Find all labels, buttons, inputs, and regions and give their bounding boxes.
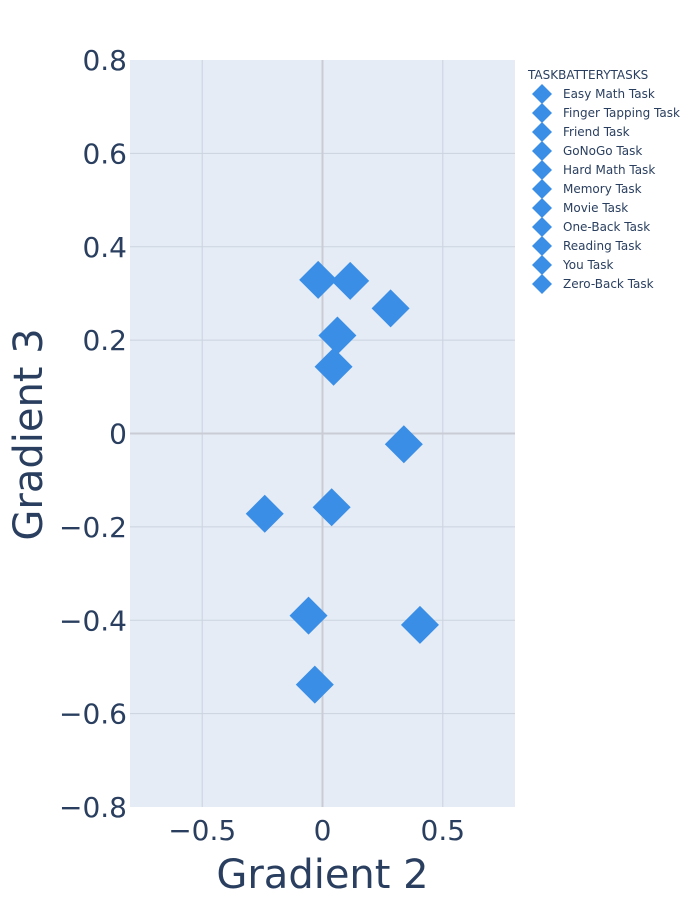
data-point[interactable]	[299, 260, 338, 299]
legend-marker	[532, 198, 552, 218]
legend-label: Easy Math Task	[563, 87, 655, 101]
legend-item[interactable]: Hard Math Task	[532, 160, 655, 180]
y-axis-title: Gradient 3	[6, 328, 52, 540]
y-tick-label: −0.2	[59, 511, 127, 544]
data-point[interactable]	[384, 425, 423, 464]
data-point[interactable]	[371, 289, 410, 328]
y-tick-label: −0.4	[59, 604, 127, 637]
data-point[interactable]	[314, 347, 353, 386]
legend-label: Movie Task	[563, 201, 628, 215]
legend-marker	[532, 179, 552, 199]
y-tick-label: −0.8	[59, 791, 127, 824]
legend-label: You Task	[562, 258, 613, 272]
legend: TASKBATTERYTASKS Easy Math Task Finger Ta…	[527, 68, 680, 294]
legend-marker	[532, 141, 552, 161]
legend-label: Finger Tapping Task	[563, 106, 680, 120]
data-point[interactable]	[245, 494, 284, 533]
legend-marker	[532, 103, 552, 123]
y-tick-label: 0.4	[82, 231, 127, 264]
y-tick-label: 0.2	[82, 324, 127, 357]
legend-item[interactable]: Finger Tapping Task	[532, 103, 680, 123]
legend-marker	[532, 274, 552, 294]
legend-label: Hard Math Task	[563, 163, 655, 177]
legend-label: Memory Task	[563, 182, 642, 196]
legend-label: GoNoGo Task	[563, 144, 642, 158]
data-points	[245, 260, 439, 704]
legend-marker	[532, 217, 552, 237]
data-point[interactable]	[312, 488, 351, 527]
legend-label: Zero-Back Task	[563, 277, 654, 291]
legend-item[interactable]: Memory Task	[532, 179, 642, 199]
legend-item[interactable]: You Task	[532, 255, 613, 275]
legend-marker	[532, 122, 552, 142]
x-tick-label: 0.5	[421, 814, 466, 847]
legend-item[interactable]: Reading Task	[532, 236, 641, 256]
y-tick-label: −0.6	[59, 698, 127, 731]
y-tick-label: 0.8	[82, 44, 127, 77]
legend-label: One-Back Task	[563, 220, 650, 234]
legend-marker	[532, 255, 552, 275]
data-point[interactable]	[318, 316, 357, 355]
y-tick-label: 0	[109, 418, 127, 451]
legend-item[interactable]: One-Back Task	[532, 217, 650, 237]
legend-item[interactable]: Friend Task	[532, 122, 630, 142]
x-tick-labels: −0.5 0 0.5	[168, 814, 465, 847]
legend-item[interactable]: Movie Task	[532, 198, 628, 218]
y-tick-labels: −0.8 −0.6 −0.4 −0.2 0 0.2 0.4 0.6 0.8	[59, 44, 127, 824]
legend-marker	[532, 236, 552, 256]
x-tick-label: 0	[314, 814, 332, 847]
data-point[interactable]	[331, 261, 370, 300]
legend-marker	[532, 160, 552, 180]
legend-label: Reading Task	[563, 239, 641, 253]
x-axis-title: Gradient 2	[216, 852, 428, 898]
data-point[interactable]	[295, 665, 334, 704]
legend-item[interactable]: Zero-Back Task	[532, 274, 654, 294]
legend-item[interactable]: Easy Math Task	[532, 84, 655, 104]
data-point[interactable]	[289, 596, 328, 635]
data-point[interactable]	[400, 605, 439, 644]
legend-title: TASKBATTERYTASKS	[527, 68, 648, 82]
legend-marker	[532, 84, 552, 104]
legend-items: Easy Math Task Finger Tapping Task Friend …	[532, 84, 680, 294]
legend-item[interactable]: GoNoGo Task	[532, 141, 642, 161]
legend-label: Friend Task	[563, 125, 630, 139]
y-tick-label: 0.6	[82, 137, 127, 170]
x-tick-label: −0.5	[168, 814, 236, 847]
